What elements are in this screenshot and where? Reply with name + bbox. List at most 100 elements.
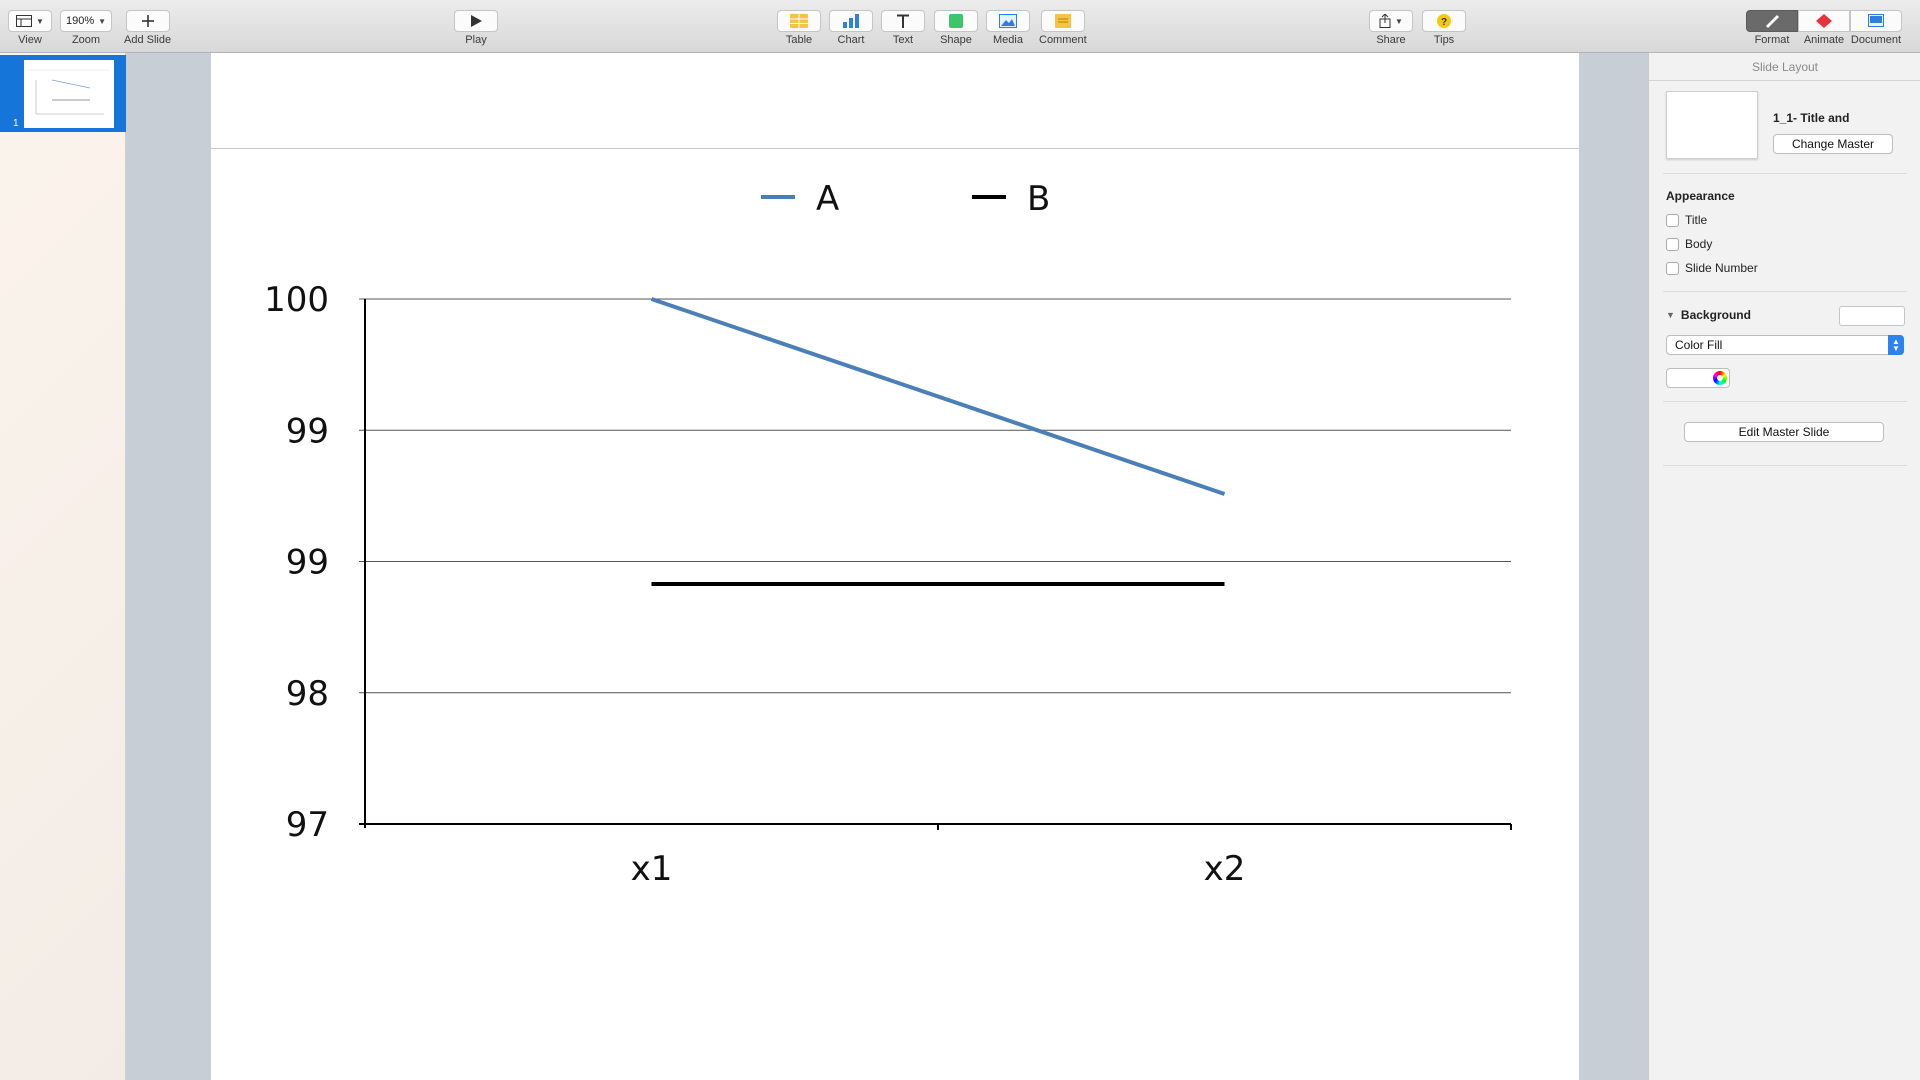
tab-animate-label: Animate (1803, 34, 1845, 46)
image-icon (999, 14, 1017, 28)
fill-type-value: Color Fill (1675, 338, 1723, 352)
y-tick-label: 97 (286, 805, 329, 845)
background-heading[interactable]: ▼ Background (1666, 308, 1751, 322)
zoom-value: 190% (65, 15, 95, 27)
share-label: Share (1376, 34, 1406, 46)
sidebar-view-icon (16, 15, 33, 27)
x-tick-label: x1 (631, 849, 673, 889)
text-button[interactable] (881, 10, 925, 32)
change-master-button[interactable]: Change Master (1773, 134, 1893, 154)
document-icon (1868, 14, 1884, 27)
text-control[interactable]: Text (881, 10, 925, 46)
tab-document-label: Document (1850, 34, 1902, 46)
table-label: Table (785, 34, 813, 46)
table-control[interactable]: Table (777, 10, 821, 46)
tab-animate[interactable]: Animate (1798, 10, 1850, 46)
plus-icon (141, 15, 154, 27)
slide-thumbnail-preview (28, 69, 110, 115)
diamond-icon (1816, 14, 1832, 28)
slide-number-checkbox-row[interactable]: Slide Number (1666, 261, 1758, 275)
view-label: View (18, 34, 42, 46)
chevron-down-icon: ▼ (36, 16, 44, 26)
slide-title-placeholder[interactable] (211, 53, 1579, 149)
slide-number-checkbox[interactable] (1666, 261, 1679, 275)
view-control[interactable]: ▼ View (8, 10, 52, 46)
series-line-a (650, 297, 1226, 496)
view-button[interactable]: ▼ (8, 10, 52, 32)
play-icon (471, 15, 482, 27)
chevron-down-icon: ▼ (98, 16, 107, 26)
background-color-swatch[interactable] (1839, 306, 1905, 326)
title-checkbox[interactable] (1666, 213, 1679, 227)
master-thumbnail[interactable] (1666, 91, 1758, 159)
color-wheel-icon[interactable] (1713, 371, 1727, 385)
y-tick-label: 100 (264, 280, 329, 320)
divider (1663, 465, 1907, 466)
help-icon: ? (1437, 14, 1451, 28)
play-label: Play (465, 34, 487, 46)
comment-label: Comment (1039, 34, 1087, 46)
title-checkbox-label: Title (1685, 213, 1708, 227)
y-tick-label: 98 (286, 674, 329, 714)
media-control[interactable]: Media (986, 10, 1030, 46)
chart-button[interactable] (829, 10, 873, 32)
comment-button[interactable] (1040, 10, 1085, 32)
y-tick-label: 99 (286, 411, 329, 451)
inspector-title: Slide Layout (1649, 53, 1920, 81)
chevron-down-icon: ▼ (1395, 16, 1403, 26)
tips-button[interactable]: ? (1422, 10, 1466, 32)
share-button[interactable]: ▼ (1369, 10, 1413, 32)
body-checkbox-row[interactable]: Body (1666, 237, 1712, 251)
table-button[interactable] (777, 10, 821, 32)
add-slide-control[interactable]: Add Slide (124, 10, 171, 46)
toolbar: ▼ View 190% ▼ Zoom Add Slide Play Table … (0, 0, 1920, 53)
table-icon (790, 14, 808, 28)
add-slide-button[interactable] (125, 10, 170, 32)
add-slide-label: Add Slide (124, 34, 172, 46)
tab-format-label: Format (1754, 34, 1790, 46)
body-checkbox[interactable] (1666, 237, 1679, 251)
fill-type-select[interactable]: Color Fill ▲ ▼ (1666, 335, 1904, 355)
svg-text:?: ? (1441, 17, 1447, 28)
x-tick-label: x2 (1204, 849, 1246, 889)
paintbrush-icon (1766, 15, 1779, 28)
media-label: Media (993, 34, 1023, 46)
zoom-control[interactable]: 190% ▼ Zoom (60, 10, 112, 46)
slide-number: 1 (13, 118, 19, 129)
edit-master-slide-button[interactable]: Edit Master Slide (1684, 422, 1884, 442)
bar-chart-icon (843, 14, 859, 28)
slide-thumbnail-selected[interactable]: 1 (0, 55, 126, 132)
zoom-select[interactable]: 190% ▼ (60, 10, 112, 32)
tab-format[interactable]: Format (1746, 10, 1798, 46)
play-control[interactable]: Play (454, 10, 498, 46)
shape-icon (949, 14, 963, 28)
shape-control[interactable]: Shape (934, 10, 978, 46)
text-label: Text (892, 34, 914, 46)
disclosure-triangle-icon: ▼ (1666, 310, 1675, 320)
master-name: 1_1- Title and (1773, 111, 1850, 125)
share-control[interactable]: ▼ Share (1369, 10, 1413, 46)
tab-document[interactable]: Document (1850, 10, 1902, 46)
format-inspector: Slide Layout 1_1- Title and Change Maste… (1648, 53, 1920, 1080)
chart-control[interactable]: Chart (829, 10, 873, 46)
shape-label: Shape (940, 34, 972, 46)
media-button[interactable] (986, 10, 1030, 32)
color-well[interactable] (1666, 368, 1730, 388)
slide-canvas[interactable]: 97 98 99 99 100 x1 x2 A B (211, 53, 1579, 1080)
share-icon (1379, 14, 1391, 28)
comment-control[interactable]: Comment (1039, 10, 1087, 46)
slide-thumbnail[interactable] (24, 60, 114, 128)
shape-button[interactable] (934, 10, 978, 32)
chart-label: Chart (837, 34, 865, 46)
y-tick-label: 99 (286, 543, 329, 583)
body-checkbox-label: Body (1685, 237, 1713, 251)
inspector-tabs: Format Animate Document (1746, 10, 1902, 46)
divider (1663, 173, 1907, 174)
line-chart[interactable]: 97 98 99 99 100 x1 x2 A B (211, 53, 1579, 1080)
select-arrows-icon: ▲ ▼ (1888, 335, 1904, 355)
divider (1663, 401, 1907, 402)
tips-control[interactable]: ? Tips (1422, 10, 1466, 46)
title-checkbox-row[interactable]: Title (1666, 213, 1707, 227)
divider (1663, 291, 1907, 292)
play-button[interactable] (454, 10, 498, 32)
